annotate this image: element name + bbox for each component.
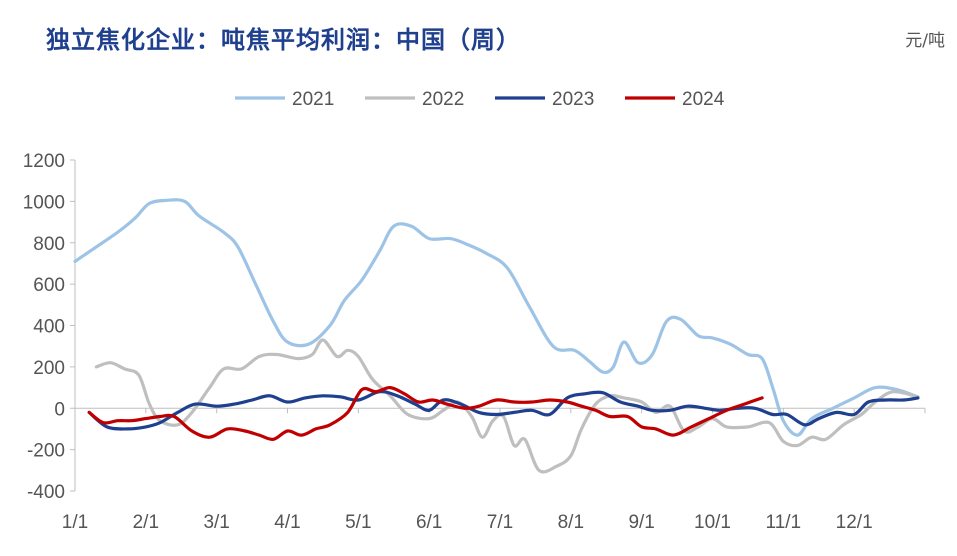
- series-line-2024: [87, 385, 764, 441]
- chart-title: 独立焦化企业：吨焦平均利润：中国（周）: [46, 26, 521, 54]
- unit-label: 元/吨: [905, 31, 945, 51]
- x-tick-label: 2/1: [133, 512, 159, 533]
- x-tick-label: 11/1: [766, 512, 802, 533]
- legend-label-2021: 2021: [292, 89, 334, 110]
- x-tick-label: 4/1: [274, 512, 300, 533]
- y-tick-label: 800: [33, 234, 65, 255]
- legend-label-2022: 2022: [422, 89, 464, 110]
- x-tick-label: 1/1: [62, 512, 88, 533]
- x-tick-label: 6/1: [416, 512, 442, 533]
- y-tick-label: 1200: [23, 151, 65, 172]
- x-tick-label: 8/1: [558, 512, 584, 533]
- y-tick-label: 600: [33, 275, 65, 296]
- y-tick-label: -400: [27, 482, 65, 503]
- series-line-2023: [87, 389, 920, 431]
- x-tick-label: 12/1: [836, 512, 873, 533]
- series-line-2021: [73, 198, 920, 437]
- y-tick-label: 1000: [23, 192, 65, 213]
- y-tick-label: -200: [27, 441, 65, 462]
- y-tick-label: 400: [33, 317, 65, 338]
- legend-label-2023: 2023: [552, 89, 594, 110]
- y-tick-label: 200: [33, 358, 65, 379]
- legend-label-2024: 2024: [682, 89, 725, 110]
- x-tick-label: 3/1: [203, 512, 229, 533]
- x-tick-label: 9/1: [628, 512, 654, 533]
- x-tick-label: 7/1: [487, 512, 513, 533]
- y-tick-label: 0: [54, 399, 65, 420]
- x-tick-label: 10/1: [694, 512, 731, 533]
- x-tick-label: 5/1: [345, 512, 371, 533]
